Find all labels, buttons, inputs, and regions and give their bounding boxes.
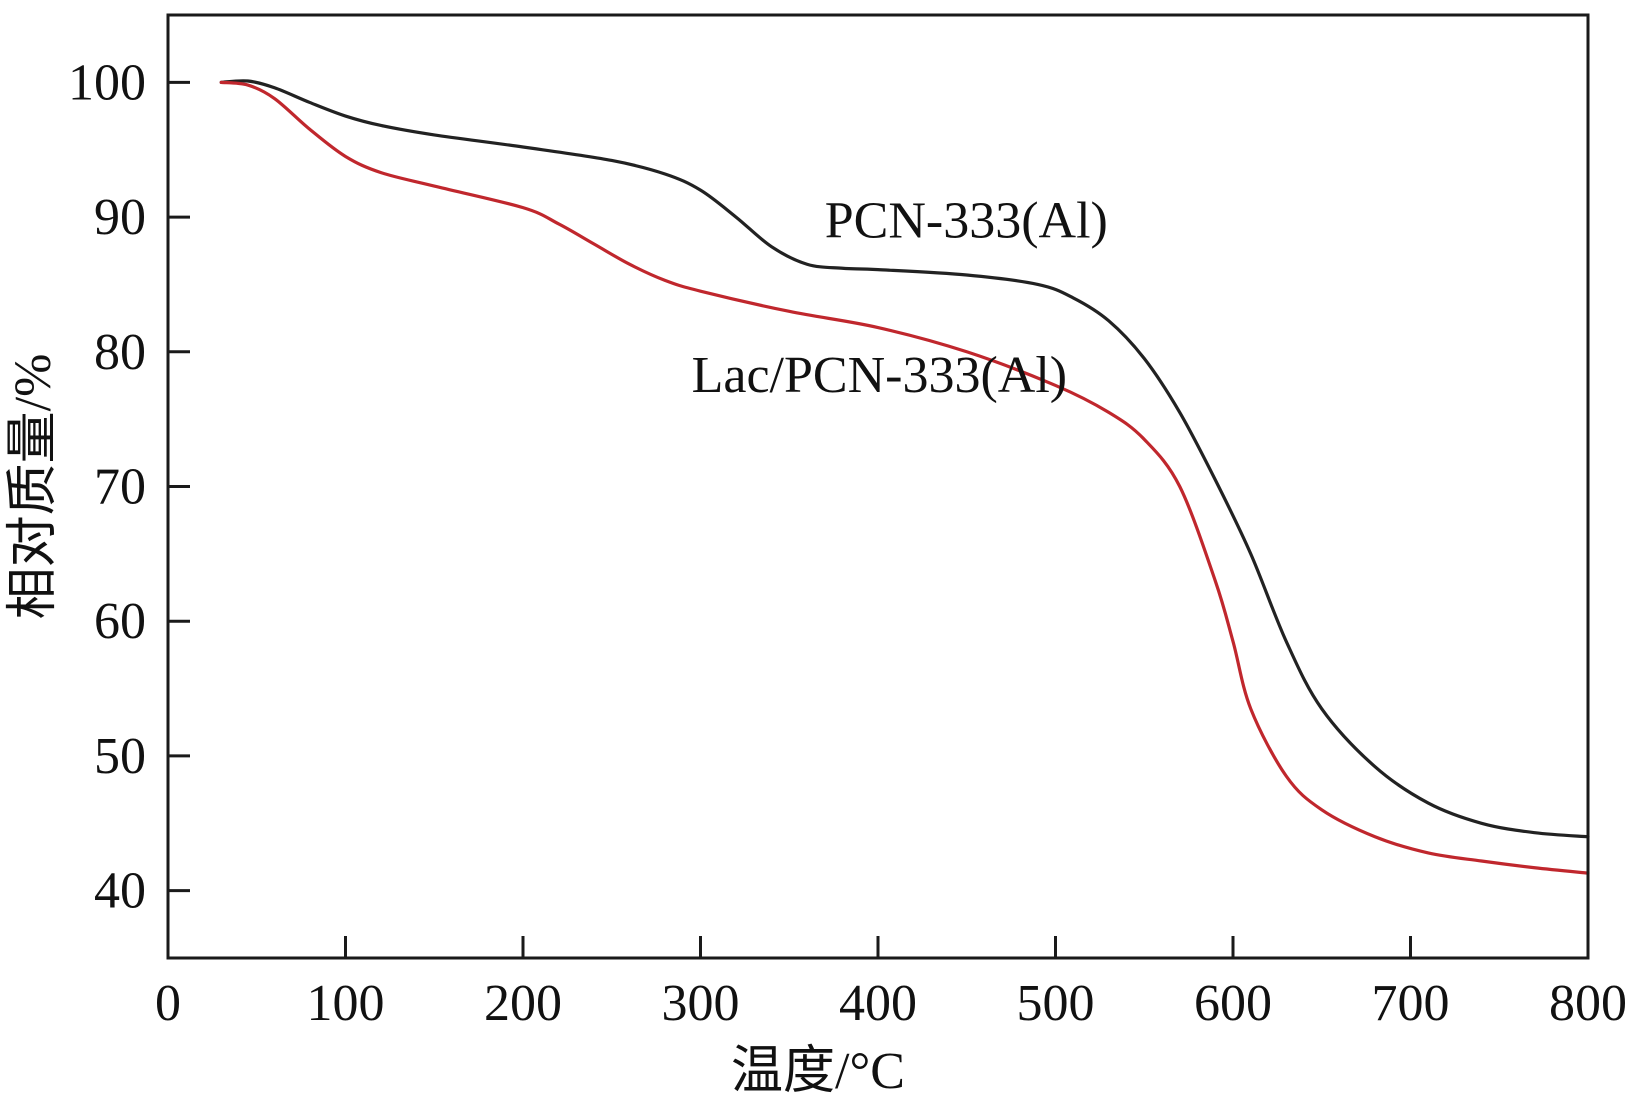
x-tick-label: 200 bbox=[484, 975, 562, 1032]
series-label-1: Lac/PCN-333(Al) bbox=[692, 347, 1067, 404]
y-tick-label: 70 bbox=[94, 459, 146, 516]
x-tick-label: 700 bbox=[1372, 975, 1450, 1032]
x-tick-label: 400 bbox=[839, 975, 917, 1032]
y-tick-label: 80 bbox=[94, 324, 146, 381]
x-tick-label: 300 bbox=[662, 975, 740, 1032]
y-tick-label: 50 bbox=[94, 728, 146, 785]
x-tick-label: 600 bbox=[1194, 975, 1272, 1032]
y-tick-label: 100 bbox=[68, 54, 146, 111]
series-layer bbox=[219, 79, 1590, 875]
y-tick-label: 40 bbox=[94, 863, 146, 920]
x-tick-label: 500 bbox=[1017, 975, 1095, 1032]
series-line-0 bbox=[219, 79, 1590, 839]
labels-layer: 0 100 200 300 400 500 600 700 800 40 50 60 70 80 90 100… bbox=[5, 54, 1627, 1100]
series-label-0: PCN-333(Al) bbox=[825, 192, 1108, 249]
y-axis-title: 相对质量/% bbox=[5, 354, 62, 620]
x-tick-label: 800 bbox=[1549, 975, 1627, 1032]
ticks-layer bbox=[168, 80, 1412, 958]
series-line-1 bbox=[219, 80, 1590, 875]
y-tick-label: 60 bbox=[94, 593, 146, 650]
plot-frame bbox=[166, 13, 1590, 960]
x-tick-label: 0 bbox=[155, 975, 181, 1032]
x-axis-title: 温度/°C bbox=[731, 1043, 905, 1100]
x-tick-label: 100 bbox=[307, 975, 385, 1032]
y-tick-label: 90 bbox=[94, 189, 146, 246]
